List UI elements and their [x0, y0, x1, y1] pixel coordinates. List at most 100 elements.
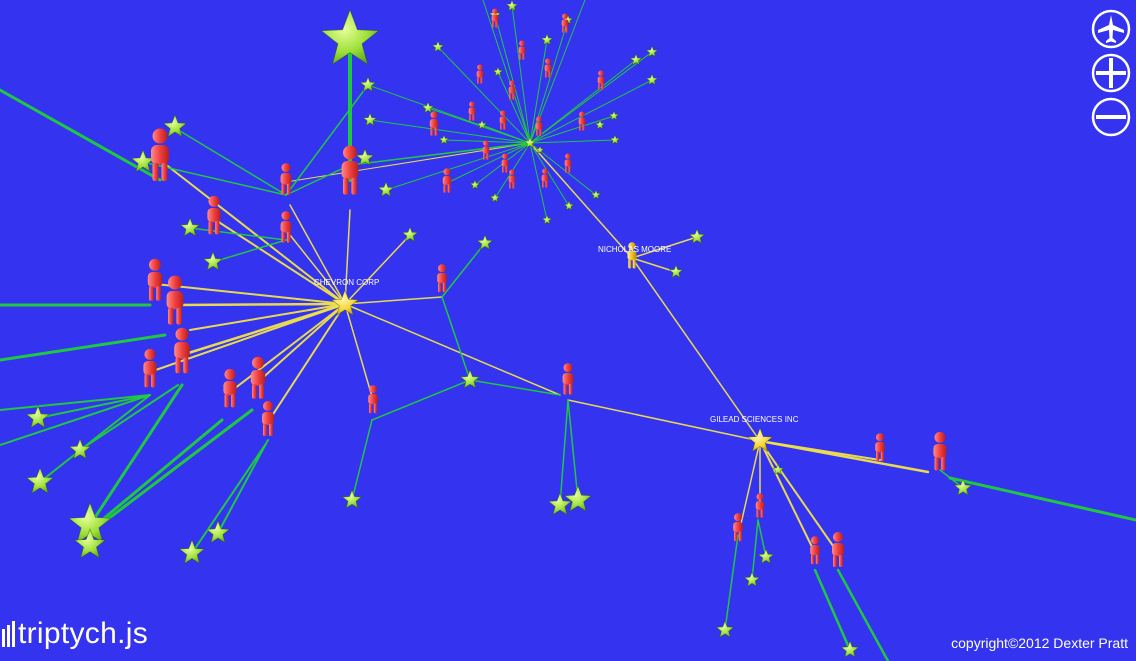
person-node-icon[interactable]: [491, 8, 499, 28]
star-node-icon[interactable]: [421, 101, 435, 114]
star-node-icon[interactable]: [476, 234, 494, 251]
person-node-icon[interactable]: [561, 13, 569, 33]
star-node-icon[interactable]: [771, 463, 785, 476]
person-node-icon[interactable]: [562, 363, 574, 395]
person-node-icon[interactable]: [223, 368, 237, 408]
star-node-icon[interactable]: [162, 114, 188, 138]
graph-edge: [212, 239, 287, 263]
person-node-icon[interactable]: [508, 169, 516, 189]
person-node-icon[interactable]: [535, 116, 543, 136]
person-node-icon[interactable]: [250, 356, 266, 399]
star-node-icon[interactable]: [179, 217, 201, 237]
person-node-icon[interactable]: [166, 275, 184, 325]
person-node-icon[interactable]: [468, 101, 476, 121]
graph-edge: [289, 204, 346, 305]
person-node-icon[interactable]: [597, 70, 605, 90]
person-node-icon[interactable]: [875, 433, 885, 462]
person-node-icon[interactable]: [518, 40, 526, 60]
star-node-icon[interactable]: [563, 485, 593, 512]
star-node-icon[interactable]: [401, 226, 419, 243]
zoom-out-button[interactable]: [1090, 96, 1132, 138]
star-node-icon[interactable]: [25, 467, 55, 494]
star-node-icon[interactable]: [438, 134, 450, 145]
star-node-icon[interactable]: [492, 66, 504, 77]
person-node-icon[interactable]: [437, 264, 447, 293]
star-node-icon[interactable]: [541, 214, 553, 225]
star-node-icon[interactable]: [757, 548, 775, 565]
person-node-icon[interactable]: [174, 327, 190, 374]
star-node-icon[interactable]: [540, 33, 554, 46]
star-node-icon[interactable]: [715, 620, 735, 638]
person-node-icon[interactable]: [832, 532, 844, 567]
person-node-icon[interactable]: [499, 110, 507, 130]
person-node-icon[interactable]: [508, 80, 516, 100]
star-node-icon[interactable]: [840, 640, 860, 658]
graph-edge: [482, 0, 531, 144]
star-node-icon[interactable]: [590, 189, 602, 200]
graph-edge: [349, 142, 531, 166]
star-node-icon[interactable]: [377, 181, 395, 198]
star-node-icon[interactable]: [68, 438, 92, 460]
star-node-icon[interactable]: [130, 149, 156, 173]
star-node-icon[interactable]: [688, 228, 706, 245]
star-node-icon[interactable]: [645, 73, 659, 86]
person-node-icon[interactable]: [564, 153, 572, 173]
person-node-icon[interactable]: [147, 258, 163, 301]
star-node-icon[interactable]: [476, 119, 488, 130]
person-node-icon[interactable]: [442, 168, 452, 193]
star-node-icon[interactable]: [563, 200, 575, 211]
star-node-icon[interactable]: [459, 369, 481, 389]
star-node-icon[interactable]: [645, 45, 659, 58]
star-node-icon[interactable]: [489, 192, 501, 203]
star-node-icon[interactable]: [953, 478, 973, 496]
person-node-icon[interactable]: [482, 140, 490, 160]
star-node-icon[interactable]: [469, 179, 481, 190]
person-node-icon[interactable]: [501, 153, 509, 173]
person-node-icon[interactable]: [368, 385, 378, 414]
star-node-icon[interactable]: [547, 492, 573, 516]
person-node-icon[interactable]: [755, 493, 765, 518]
person-node-icon[interactable]: [933, 431, 947, 471]
star-node-icon[interactable]: [205, 520, 231, 544]
navigate-button[interactable]: [1090, 8, 1132, 50]
star-node-icon[interactable]: [505, 0, 519, 12]
star-node-icon[interactable]: [178, 539, 206, 565]
person-node-icon[interactable]: [151, 128, 169, 182]
company-star-chevron-icon[interactable]: [330, 289, 360, 316]
star-node-icon[interactable]: [535, 145, 545, 154]
person-node-icon[interactable]: [207, 195, 221, 235]
star-node-icon[interactable]: [359, 76, 377, 93]
person-node-icon[interactable]: [280, 211, 292, 243]
person-node-icon[interactable]: [143, 348, 157, 388]
star-node-icon[interactable]: [629, 53, 643, 66]
star-node-icon[interactable]: [608, 110, 620, 121]
person-node-icon[interactable]: [429, 111, 439, 136]
person-node-moore-icon[interactable]: [627, 242, 637, 269]
star-node-icon[interactable]: [202, 251, 224, 271]
person-node-icon[interactable]: [262, 401, 274, 436]
person-node-icon[interactable]: [544, 58, 552, 78]
star-node-icon[interactable]: [341, 489, 363, 509]
person-node-icon[interactable]: [578, 111, 586, 131]
star-node-icon[interactable]: [594, 119, 606, 130]
person-node-icon[interactable]: [733, 513, 743, 542]
star-node-icon[interactable]: [25, 405, 51, 429]
star-node-icon[interactable]: [355, 148, 375, 166]
zoom-in-button[interactable]: [1090, 52, 1132, 94]
person-node-icon[interactable]: [476, 64, 484, 84]
star-node-icon[interactable]: [73, 528, 107, 559]
person-node-icon[interactable]: [810, 536, 820, 565]
graph-edge: [88, 383, 184, 527]
star-node-icon[interactable]: [743, 571, 761, 588]
company-star-gilead-icon[interactable]: [746, 427, 774, 453]
star-node-icon[interactable]: [609, 134, 621, 145]
star-node-icon[interactable]: [320, 9, 380, 65]
person-node-icon[interactable]: [280, 163, 292, 195]
star-node-icon[interactable]: [362, 112, 378, 127]
hub-star-icon[interactable]: [523, 136, 537, 149]
star-node-icon[interactable]: [431, 40, 445, 53]
person-node-icon[interactable]: [541, 168, 549, 188]
star-node-icon[interactable]: [668, 264, 684, 279]
person-node-icon[interactable]: [341, 145, 359, 195]
